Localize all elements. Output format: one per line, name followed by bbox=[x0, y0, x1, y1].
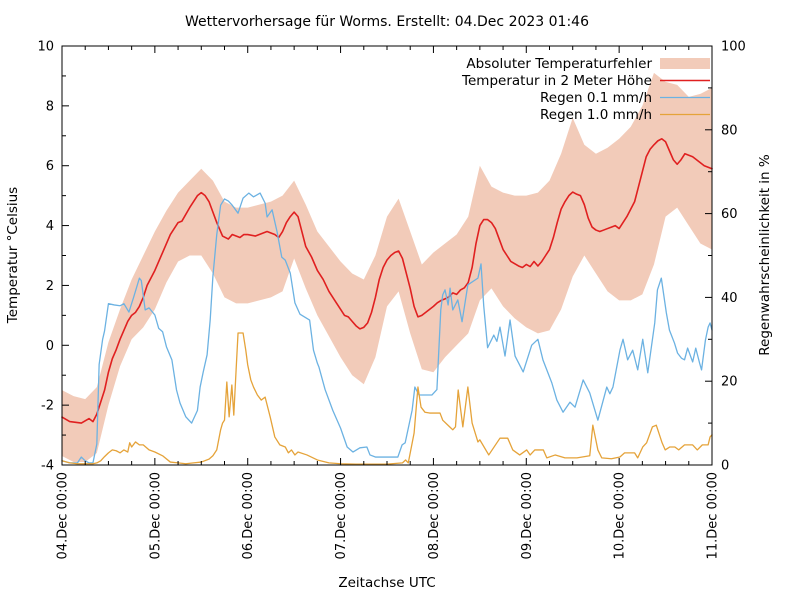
y-left-tick-label: -2 bbox=[41, 399, 54, 414]
temperature-line bbox=[61, 137, 713, 424]
y-left-tick-label: 8 bbox=[46, 99, 54, 114]
y-right-tick-label: 20 bbox=[721, 375, 738, 390]
y-left-tick-label: 2 bbox=[46, 279, 54, 294]
x-tick-label: 07.Dec 00:00 bbox=[334, 472, 349, 559]
legend-label: Absoluter Temperaturfehler bbox=[466, 56, 652, 72]
rain-01mm-line bbox=[61, 192, 713, 464]
legend-band-swatch bbox=[660, 58, 710, 69]
y-axis-right-label: Regenwahrscheinlichkeit in % bbox=[757, 154, 773, 356]
y-right-tick-label: 40 bbox=[721, 291, 738, 306]
y-right-tick-label: 60 bbox=[721, 207, 738, 222]
x-tick-label: 11.Dec 00:00 bbox=[706, 472, 721, 559]
legend-label: Temperatur in 2 Meter Höhe bbox=[461, 73, 652, 89]
y-left-tick-label: 0 bbox=[46, 339, 54, 354]
y-left-tick-label: 4 bbox=[46, 219, 54, 234]
x-tick-label: 04.Dec 00:00 bbox=[56, 472, 71, 559]
y-axis-left-label: Temperatur °Celsius bbox=[5, 187, 21, 324]
x-tick-label: 08.Dec 00:00 bbox=[427, 472, 442, 559]
legend-label: Regen 1.0 mm/h bbox=[540, 107, 652, 123]
y-right-tick-label: 80 bbox=[721, 123, 738, 138]
x-tick-label: 06.Dec 00:00 bbox=[241, 472, 256, 559]
temperature-error-band bbox=[62, 72, 712, 463]
legend-label: Regen 0.1 mm/h bbox=[540, 90, 652, 106]
chart-title: Wettervorhersage für Worms. Erstellt: 04… bbox=[185, 14, 589, 30]
plot-area: 04.Dec 00:00 05.Dec 00:00 06.Dec 00:00 07.D… bbox=[37, 40, 745, 560]
x-tick-label: 10.Dec 00:00 bbox=[613, 472, 628, 559]
x-tick-label: 05.Dec 00:00 bbox=[148, 472, 163, 559]
y-left-tick-label: 6 bbox=[46, 159, 54, 174]
x-axis-label: Zeitachse UTC bbox=[338, 575, 435, 591]
x-tick-label: 09.Dec 00:00 bbox=[520, 472, 535, 559]
y-left-tick-label: -4 bbox=[41, 459, 54, 474]
y-right-tick-label: 0 bbox=[721, 459, 729, 474]
rain-10mm-line bbox=[61, 332, 713, 465]
y-left-tick-label: 10 bbox=[37, 40, 54, 55]
y-right-tick-label: 100 bbox=[721, 40, 746, 55]
